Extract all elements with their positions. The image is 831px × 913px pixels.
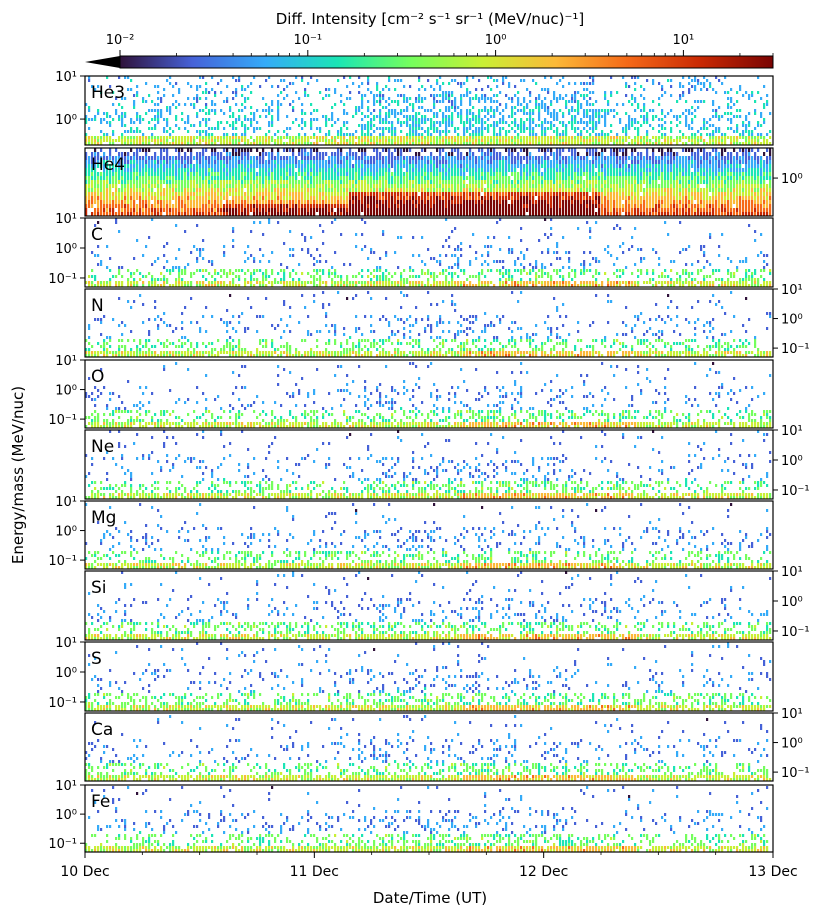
panel-frame	[84, 359, 774, 429]
heatmap-cells	[85, 571, 772, 640]
species-label: S	[91, 649, 102, 669]
colorbar-ticks: 10⁻² 10⁻¹ 10⁰ 10¹	[106, 33, 774, 56]
y-tick-label: 10¹	[781, 283, 803, 298]
y-tick-label: 10¹	[55, 212, 77, 227]
panel-ca: Ca 10¹ 10⁰ 10⁻¹	[84, 707, 810, 782]
colorbar-tick-label: 10⁻¹	[293, 33, 322, 48]
y-tick-label: 10⁰	[781, 595, 803, 610]
y-tick-label: 10⁰	[55, 525, 77, 540]
heatmap-cells	[85, 715, 772, 781]
y-tick-label: 10⁰	[55, 808, 77, 823]
panel-frame	[84, 429, 774, 500]
y-tick-label: 10⁻¹	[48, 696, 77, 711]
panel-frame	[84, 570, 774, 641]
colorbar-tick-label: 10¹	[673, 33, 695, 48]
species-label: Ne	[91, 437, 114, 457]
panel-mg: Mg 10¹ 10⁰ 10⁻¹	[48, 495, 774, 570]
species-label: He3	[91, 83, 125, 103]
y-tick-label: 10⁰	[781, 454, 803, 469]
y-tick-label: 10⁻¹	[781, 766, 810, 781]
y-tick-label: 10⁰	[55, 113, 77, 128]
x-tick-label: 11 Dec	[290, 864, 339, 880]
y-tick-label: 10¹	[781, 424, 803, 439]
heatmap-cells	[85, 362, 772, 428]
y-tick-label: 10¹	[55, 70, 77, 85]
panels: He3 10¹ 10⁰ He4 10⁰ C 10¹ 10⁰ 10⁻¹ N 10¹ 10⁰ 10⁻¹ O 10…	[48, 70, 810, 853]
colorbar-label: Diff. Intensity [cm⁻² s⁻¹ sr⁻¹ (MeV/nuc)…	[276, 10, 584, 28]
x-tick-label: 13 Dec	[748, 864, 797, 880]
panel-fe: Fe 10¹ 10⁰ 10⁻¹	[48, 779, 774, 853]
species-label: He4	[91, 155, 125, 175]
y-tick-label: 10⁻¹	[48, 837, 77, 852]
species-label: O	[91, 367, 104, 387]
x-axis: 10 Dec 11 Dec 12 Dec 13 Dec	[60, 852, 798, 880]
y-tick-label: 10⁻¹	[48, 413, 77, 428]
colorbar-tick-label: 10⁻²	[106, 33, 135, 48]
species-label: Si	[91, 578, 107, 598]
heatmap-cells	[85, 503, 772, 569]
y-tick-label: 10⁻¹	[781, 484, 810, 499]
y-tick-label: 10⁰	[55, 384, 77, 399]
y-tick-label: 10⁰	[781, 172, 803, 187]
colorbar-extend-triangle	[85, 56, 120, 68]
colorbar	[119, 55, 774, 69]
y-tick-label: 10⁻¹	[781, 625, 810, 640]
panel-si: Si 10¹ 10⁰ 10⁻¹	[84, 565, 810, 641]
panel-frame	[84, 147, 774, 217]
y-tick-label: 10⁻¹	[48, 554, 77, 569]
y-tick-label: 10¹	[55, 495, 77, 510]
y-tick-label: 10⁰	[781, 313, 803, 328]
y-tick-label: 10⁰	[781, 737, 803, 752]
y-tick-label: 10¹	[781, 565, 803, 580]
panel-ne: Ne 10¹ 10⁰ 10⁻¹	[84, 424, 810, 500]
y-tick-label: 10¹	[55, 779, 77, 794]
panel-n: N 10¹ 10⁰ 10⁻¹	[84, 283, 810, 358]
y-tick-label: 10⁰	[55, 666, 77, 681]
panel-he3: He3 10¹ 10⁰	[55, 70, 774, 146]
y-tick-label: 10⁻¹	[48, 272, 77, 287]
panel-o: O 10¹ 10⁰ 10⁻¹	[48, 354, 774, 429]
heatmap-cells	[85, 642, 772, 711]
y-tick-label: 10⁻¹	[781, 342, 810, 357]
x-axis-label: Date/Time (UT)	[373, 889, 487, 907]
x-tick-label: 12 Dec	[519, 864, 568, 880]
species-label: Fe	[91, 792, 110, 812]
species-label: N	[91, 296, 104, 316]
panel-frame	[84, 217, 774, 288]
species-label: Mg	[91, 508, 116, 528]
heatmap-cells	[85, 430, 772, 499]
y-tick-label: 10¹	[55, 636, 77, 651]
y-tick-label: 10¹	[55, 354, 77, 369]
panel-frame	[84, 712, 774, 782]
panel-c: C 10¹ 10⁰ 10⁻¹	[48, 212, 774, 288]
x-tick-label: 10 Dec	[60, 864, 109, 880]
heatmap-cells	[85, 786, 769, 852]
panel-he4: He4 10⁰	[84, 147, 803, 217]
panel-frame	[84, 75, 774, 146]
heatmap-cells	[85, 218, 772, 287]
panel-frame	[84, 500, 774, 570]
species-label: Ca	[91, 720, 113, 740]
panel-s: S 10¹ 10⁰ 10⁻¹	[48, 636, 774, 712]
heatmap-cells	[85, 148, 772, 216]
y-tick-label: 10¹	[781, 707, 803, 722]
colorbar-tick-label: 10⁰	[485, 33, 507, 48]
species-label: C	[91, 225, 103, 245]
heatmap-cells	[85, 76, 772, 145]
y-axis-label: Energy/mass (MeV/nuc)	[9, 386, 27, 564]
panel-frame	[84, 288, 774, 358]
panel-frame	[84, 641, 774, 712]
heatmap-cells	[85, 291, 772, 357]
y-tick-label: 10⁰	[55, 242, 77, 257]
